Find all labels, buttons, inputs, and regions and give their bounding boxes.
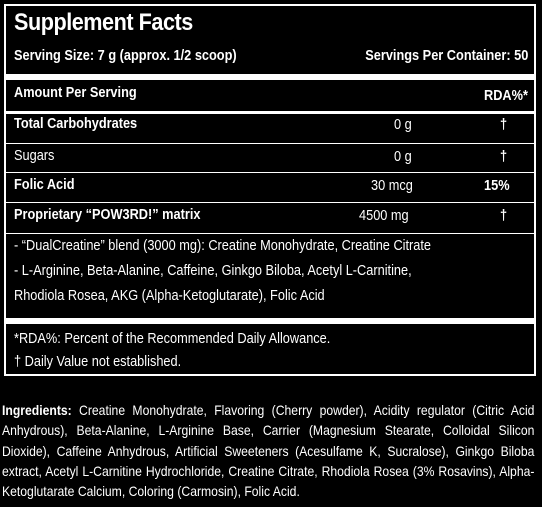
divider-thick [6, 74, 534, 80]
amount-per-serving-header: Amount Per Serving [14, 85, 137, 101]
divider [6, 111, 534, 114]
row-amount: 0 g [394, 117, 412, 133]
row-name: Folic Acid [14, 177, 75, 193]
row-name: Sugars [14, 148, 55, 164]
divider [6, 143, 534, 144]
panel-title: Supplement Facts [14, 9, 193, 36]
row-amount: 4500 mg [359, 208, 409, 224]
footnote: *RDA%: Percent of the Recommended Daily … [14, 331, 331, 347]
divider [6, 172, 534, 173]
divider-thick [6, 318, 534, 324]
row-amount: 30 mcg [371, 178, 413, 194]
row-rda: 15% [484, 178, 510, 194]
row-rda: † [500, 117, 508, 133]
row-rda: † [500, 208, 508, 224]
servings-per-container: Servings Per Container: 50 [364, 48, 528, 64]
supplement-facts-panel: Supplement Facts Serving Size: 7 g (appr… [4, 4, 536, 376]
row-name: Total Carbohydrates [14, 116, 138, 132]
rda-header: RDA%* [484, 88, 528, 104]
serving-size: Serving Size: 7 g (approx. 1/2 scoop) [14, 48, 237, 64]
divider [6, 233, 534, 234]
matrix-line: - L-Arginine, Beta-Alanine, Caffeine, Gi… [14, 263, 412, 279]
matrix-line: - “DualCreatine” blend (3000 mg): Creati… [14, 238, 432, 254]
footnote: † Daily Value not established. [14, 354, 182, 370]
matrix-line: Rhodiola Rosea, AKG (Alpha-Ketoglutarate… [14, 288, 325, 304]
ingredients-text: Creatine Monohydrate, Flavoring (Cherry … [2, 402, 535, 500]
row-amount: 0 g [394, 149, 412, 165]
row-name: Proprietary “POW3RD!” matrix [14, 207, 201, 223]
row-rda: † [500, 149, 508, 165]
ingredients-label: Ingredients: [2, 402, 72, 418]
divider [6, 202, 534, 203]
ingredients-paragraph: Ingredients: Creatine Monohydrate, Flavo… [2, 400, 534, 501]
